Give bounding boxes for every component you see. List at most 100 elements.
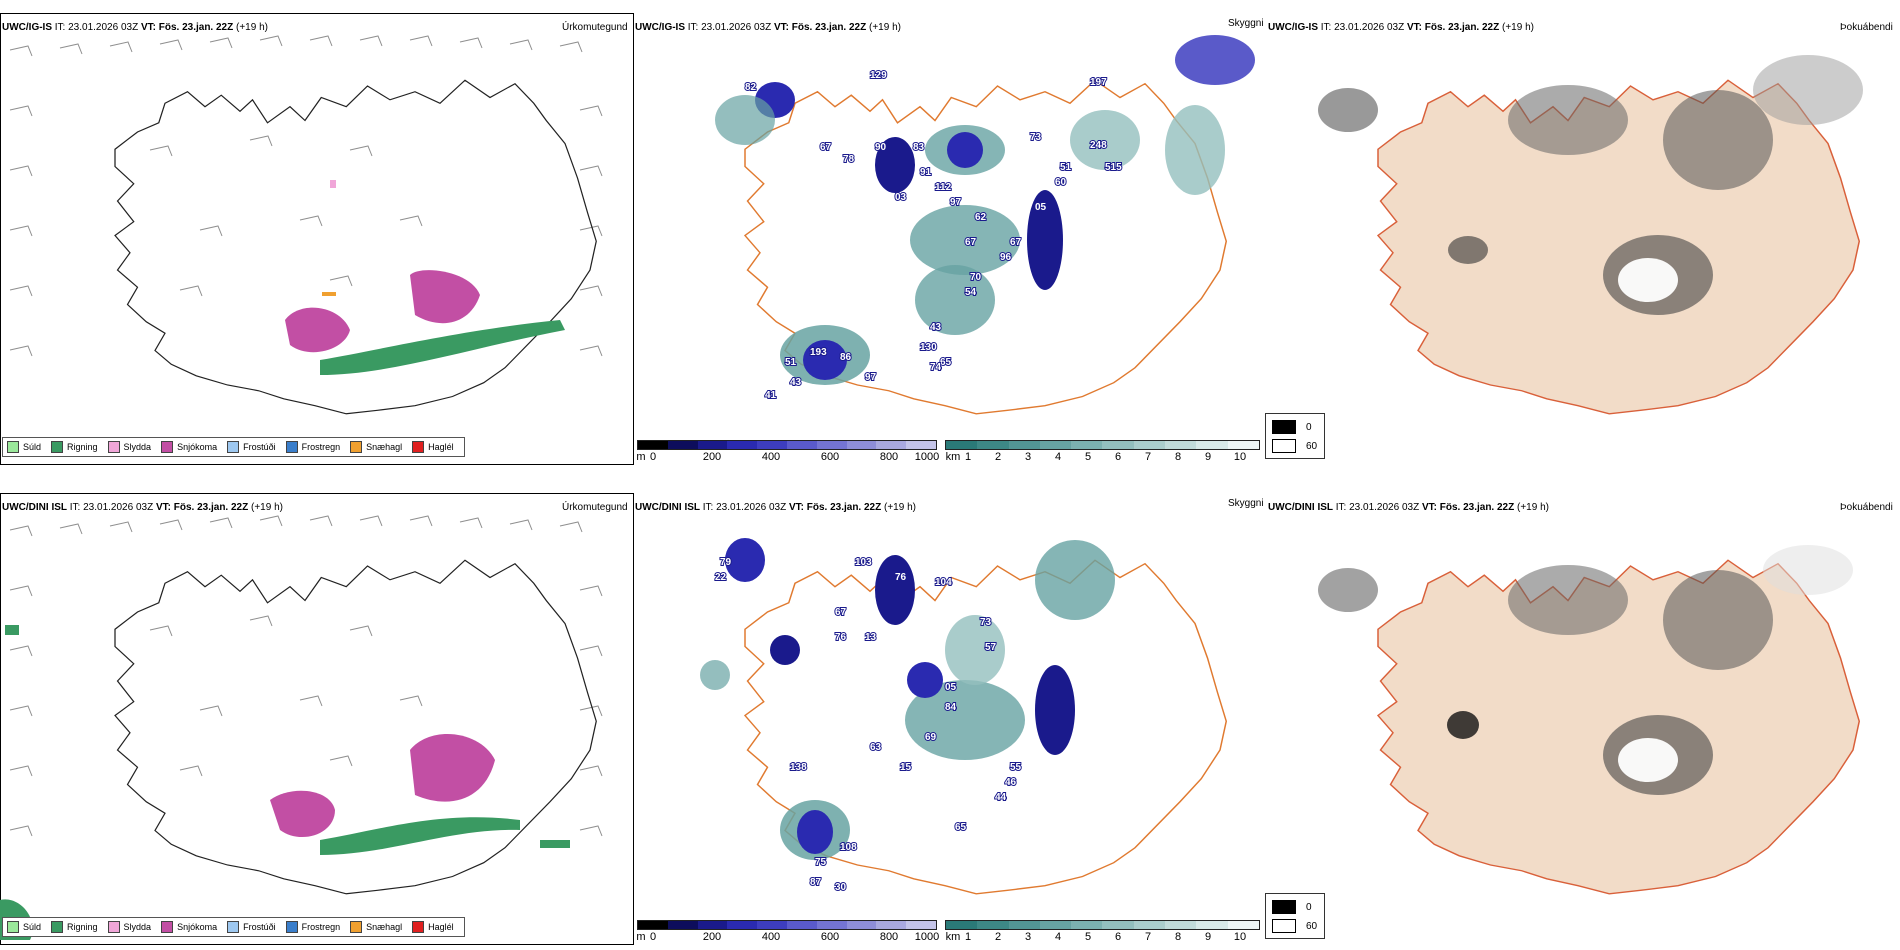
tick: 4 <box>1054 451 1062 463</box>
cloud-base-label: 76 <box>895 572 907 583</box>
cloud-base-label: 43 <box>790 377 802 388</box>
tick: 800 <box>879 931 899 943</box>
legend-item-slydda: Slydda <box>107 921 151 933</box>
colorbar-swatch <box>697 921 728 929</box>
cbar-unit-km-1: km <box>945 451 961 463</box>
cloud-base-label: 51 <box>785 357 797 368</box>
colorbar-swatch <box>846 921 877 929</box>
colorbar-swatch <box>1102 441 1134 449</box>
tick: 6 <box>1114 931 1122 943</box>
cloud-base-label: 63 <box>870 742 882 753</box>
cloud-base-label: 15 <box>900 762 912 773</box>
cloud-height-colorbar-1: m 0 200 400 600 800 1000 <box>636 440 940 463</box>
visibility-ticks-1: km 1 2 3 4 5 6 7 8 9 10 <box>945 451 1260 463</box>
colorbar-swatch <box>1196 921 1228 929</box>
cloud-height-strip-1 <box>637 440 937 450</box>
colorbar-swatch <box>667 441 698 449</box>
colorbar-swatch <box>977 441 1009 449</box>
cloud-base-label: 67 <box>820 142 832 153</box>
cloud-base-label: 67 <box>965 237 977 248</box>
tick: 2 <box>994 931 1002 943</box>
tick: 600 <box>820 931 840 943</box>
colorbar-swatch <box>846 441 877 449</box>
precip-panel-2 <box>0 493 634 945</box>
cloud-base-label: 51 <box>1060 162 1072 173</box>
colorbar-swatch <box>1071 921 1103 929</box>
cloud-base-label: 78 <box>843 154 855 165</box>
cloud-base-label: 104 <box>935 577 952 588</box>
cloud-base-label: 248 <box>1090 140 1107 151</box>
cloud-base-label: 65 <box>955 822 967 833</box>
tick: 6 <box>1114 451 1122 463</box>
cloud-base-label: 97 <box>950 197 962 208</box>
cloud-base-label: 54 <box>965 287 977 298</box>
cloud-map-2: 79 22 103 76 104 67 76 13 73 57 05 84 69 63 15 138 55 46 4… <box>700 538 1227 895</box>
fog-legend-row-0: 0 <box>1272 900 1312 914</box>
legend-item-snjokoma: Snjókoma <box>161 441 217 453</box>
legend-item-snaehagl: Snæhagl <box>350 441 402 453</box>
cloud-height-ticks-2: m 0 200 400 600 800 1000 <box>636 931 940 943</box>
colorbar-swatch <box>727 921 758 929</box>
colorbar-swatch <box>816 921 847 929</box>
cloud-base-label: 13 <box>865 632 877 643</box>
legend-item-snaehagl: Snæhagl <box>350 921 402 933</box>
header-fog-2: UWC/DINI ISL IT: 23.01.2026 03Z VT: Fös.… <box>1268 502 1549 513</box>
tick: 800 <box>879 451 899 463</box>
colorbar-swatch <box>786 921 817 929</box>
header-fog-1: UWC/IG-IS IT: 23.01.2026 03Z VT: Fös. 23… <box>1268 22 1534 33</box>
cloud-base-label: 87 <box>810 877 822 888</box>
colorbar-swatch <box>876 441 907 449</box>
fog-legend-2: 0 60 <box>1265 893 1325 939</box>
cloud-base-label: 41 <box>765 390 777 401</box>
tick: 3 <box>1024 451 1032 463</box>
visibility-colorbar-2: km 1 2 3 4 5 6 7 8 9 10 <box>945 920 1260 943</box>
fog-map-2 <box>1318 545 1860 895</box>
precip-panel-1 <box>0 13 634 465</box>
cloud-base-label: 90 <box>875 142 887 153</box>
tick: 400 <box>761 451 781 463</box>
row1: UWC/IG-IS IT: 23.01.2026 03Z VT: Fös. 23… <box>0 13 1893 465</box>
colorbar-swatch <box>1008 441 1040 449</box>
colorbar-swatch <box>727 441 758 449</box>
precip-legend-2: Súld Rigning Slydda Snjókoma Frostúði Fr… <box>2 917 465 937</box>
header-row2: UWC/DINI ISL IT: 23.01.2026 03Z VT: Fös.… <box>2 502 283 513</box>
colorbar-swatch <box>1165 921 1197 929</box>
legend-item-haglel: Haglél <box>412 441 454 453</box>
colorbar-swatch <box>757 441 787 449</box>
cloud-base-label: 03 <box>895 192 907 203</box>
header-cloud-1: UWC/IG-IS IT: 23.01.2026 03Z VT: Fös. 23… <box>635 22 901 33</box>
tick: 9 <box>1204 931 1212 943</box>
tick: 9 <box>1204 451 1212 463</box>
cloud-base-label: 91 <box>920 167 932 178</box>
cloud-base-label: 43 <box>930 322 942 333</box>
cloud-base-label: 96 <box>1000 252 1012 263</box>
tick: 1000 <box>914 451 940 463</box>
cloud-map-1: 82 129 197 67 78 90 83 91 73 112 51 60 248 515 03 97 62 0… <box>715 35 1255 415</box>
row2: UWC/DINI ISL IT: 23.01.2026 03Z VT: Fös.… <box>0 480 1900 950</box>
cloud-title-1: Skyggni <box>1228 18 1264 29</box>
cloud-base-label: 05 <box>1035 202 1047 213</box>
colorbar-swatch <box>1133 441 1166 449</box>
precip-map-1 <box>9 35 603 415</box>
cloud-height-colorbar-2: m 0 200 400 600 800 1000 <box>636 920 940 943</box>
tick: 1000 <box>914 931 940 943</box>
cloud-base-label: 112 <box>935 182 952 193</box>
colorbar-swatch <box>977 921 1009 929</box>
cloud-height-strip-2 <box>637 920 937 930</box>
colorbar-swatch <box>1102 921 1134 929</box>
cloud-base-label: 73 <box>980 617 992 628</box>
cloud-base-label: 44 <box>995 792 1007 803</box>
cloud-base-label: 05 <box>945 682 957 693</box>
tick: 8 <box>1174 451 1182 463</box>
legend-item-frostudi: Frostúði <box>227 441 276 453</box>
colorbar-swatch <box>1165 441 1197 449</box>
cloud-base-label: 75 <box>815 857 827 868</box>
cloud-base-label: 67 <box>1010 237 1022 248</box>
tick: 0 <box>649 451 657 463</box>
fog-legend-1: 0 60 <box>1265 413 1325 459</box>
cloud-base-label: 76 <box>835 632 847 643</box>
colorbar-swatch <box>906 441 936 449</box>
cloud-base-label: 86 <box>840 352 852 363</box>
fog-legend-row-60: 60 <box>1272 439 1317 453</box>
cloud-base-label: 515 <box>1105 162 1122 173</box>
